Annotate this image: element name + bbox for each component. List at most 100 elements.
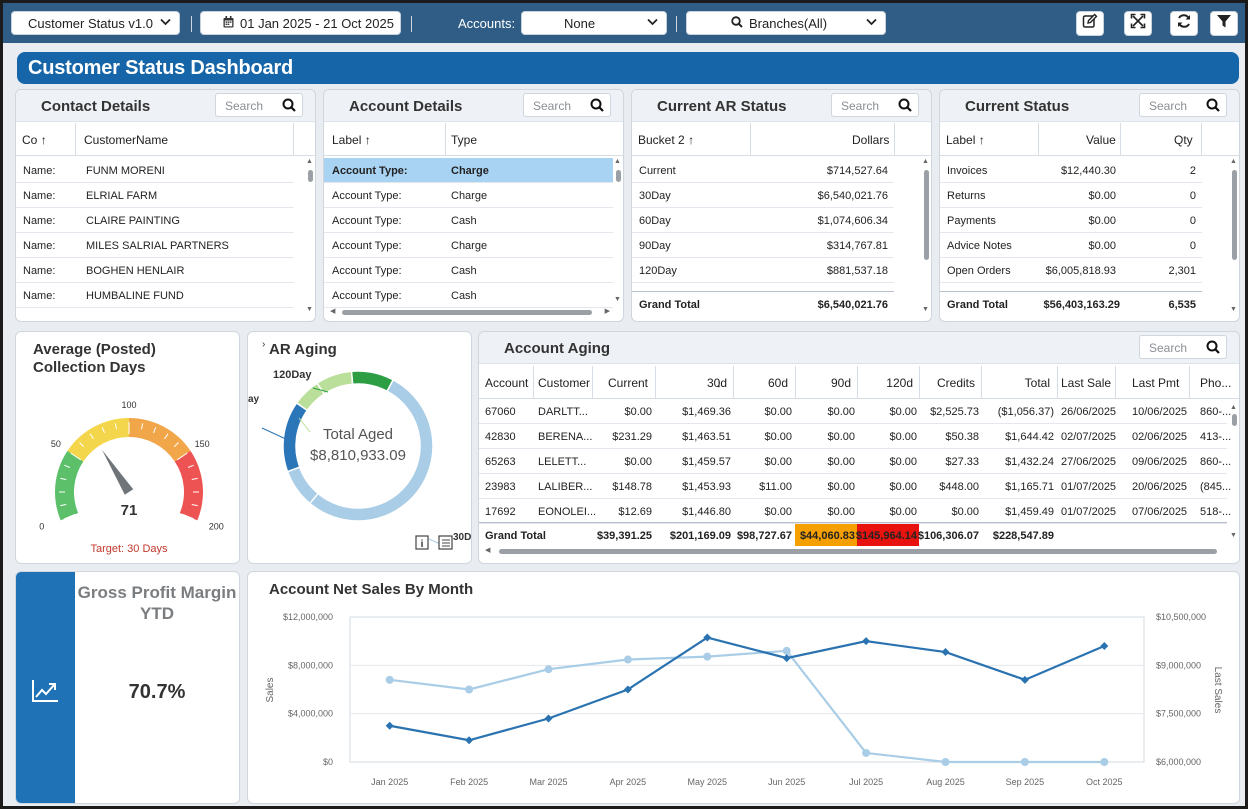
scroll-down-icon[interactable]: ▼: [922, 306, 929, 313]
scroll-thumb[interactable]: [616, 170, 621, 182]
horizontal-scrollbar[interactable]: ◀ ▶: [330, 308, 610, 316]
scroll-thumb[interactable]: [342, 310, 592, 315]
table-row[interactable]: Account Type: Charge: [324, 183, 613, 208]
scroll-down-icon[interactable]: ▼: [614, 296, 621, 303]
column-header-120d[interactable]: 120d: [886, 376, 913, 390]
table-row[interactable]: Returns $0.00 0: [940, 183, 1202, 208]
edit-button[interactable]: [1076, 11, 1104, 36]
table-row[interactable]: Account Type: Cash: [324, 208, 613, 233]
table-row[interactable]: 23983 LALIBER... $148.78 $1,453.93 $11.00 $0.…: [479, 474, 1231, 499]
scroll-up-icon[interactable]: ▲: [614, 158, 621, 165]
data-point[interactable]: [465, 685, 474, 694]
table-row[interactable]: Name: MILES SALRIAL PARTNERS: [16, 233, 294, 258]
scroll-up-icon[interactable]: ▲: [1230, 158, 1237, 165]
vertical-scrollbar[interactable]: ▲ ▼: [614, 158, 622, 308]
table-row[interactable]: 30Day $6,540,021.76: [632, 183, 894, 208]
table-row[interactable]: Name: HUMBALINE FUND: [16, 283, 294, 308]
data-point[interactable]: [782, 646, 791, 655]
refresh-button[interactable]: [1170, 11, 1198, 36]
column-header-label[interactable]: Label ↑: [332, 133, 371, 147]
data-point[interactable]: [385, 721, 394, 730]
scroll-up-icon[interactable]: ▲: [1230, 404, 1237, 411]
scroll-thumb[interactable]: [308, 170, 313, 182]
data-point[interactable]: [862, 748, 871, 757]
column-header-total[interactable]: Total: [1024, 376, 1050, 390]
table-row[interactable]: Name: BOGHEN HENLAIR: [16, 258, 294, 283]
data-point[interactable]: [623, 685, 632, 694]
contact-search-input[interactable]: Search: [215, 93, 303, 117]
data-point[interactable]: [782, 654, 791, 663]
column-header-current[interactable]: Current: [607, 376, 648, 390]
donut-slice[interactable]: [282, 401, 309, 473]
info-icon[interactable]: i: [415, 535, 429, 550]
table-row[interactable]: Open Orders $6,005,818.93 2,301: [940, 258, 1202, 283]
column-header-qty[interactable]: Qty: [1174, 133, 1193, 147]
expand-button[interactable]: [1124, 11, 1152, 36]
column-header-account[interactable]: Account: [485, 376, 529, 390]
data-point[interactable]: [465, 736, 474, 745]
column-header-value[interactable]: Value: [1086, 133, 1116, 147]
vertical-scrollbar[interactable]: ▲ ▼: [1230, 158, 1238, 318]
column-header-credits[interactable]: Credits: [936, 376, 975, 390]
grand-total-row[interactable]: Grand Total $39,391.25 $201,169.09 $98,727.…: [479, 522, 1227, 547]
data-point[interactable]: [623, 655, 632, 664]
accounts-select[interactable]: None: [521, 11, 667, 35]
data-point[interactable]: [1100, 642, 1109, 650]
search-icon[interactable]: [898, 98, 912, 115]
search-icon[interactable]: [590, 98, 604, 115]
donut-slice[interactable]: [286, 466, 320, 505]
table-row[interactable]: Account Type: Charge: [324, 233, 613, 258]
branches-select[interactable]: Branches(All): [686, 11, 886, 35]
grand-total-row[interactable]: Grand Total $6,540,021.76: [632, 291, 894, 316]
column-header-pho[interactable]: Pho...: [1200, 376, 1232, 390]
search-icon[interactable]: [1206, 340, 1220, 357]
column-header-dollars[interactable]: Dollars: [852, 133, 890, 147]
data-point[interactable]: [703, 652, 712, 661]
data-point[interactable]: [941, 648, 950, 657]
table-row[interactable]: Account Type: Cash: [324, 258, 613, 283]
data-point[interactable]: [385, 675, 394, 684]
table-row[interactable]: Name: ELRIAL FARM: [16, 183, 294, 208]
table-row[interactable]: Current $714,527.64: [632, 158, 894, 183]
chevron-right-icon[interactable]: ›: [262, 339, 266, 350]
column-header-customername[interactable]: CustomerName: [84, 133, 169, 147]
scroll-up-icon[interactable]: ▲: [922, 158, 929, 165]
table-row[interactable]: Advice Notes $0.00 0: [940, 233, 1202, 258]
data-point[interactable]: [544, 665, 553, 674]
table-row[interactable]: Account Type: Cash: [324, 283, 613, 308]
column-header-co[interactable]: Co ↑: [22, 133, 47, 147]
vertical-scrollbar[interactable]: ▲ ▼: [922, 158, 930, 318]
donut-slice[interactable]: [350, 370, 395, 393]
table-row[interactable]: Account Type: Charge: [324, 158, 613, 183]
column-header-90d[interactable]: 90d: [830, 376, 851, 390]
scroll-left-icon[interactable]: ◀: [330, 308, 336, 315]
account-search-input[interactable]: Search: [523, 93, 611, 117]
table-view-icon[interactable]: [438, 535, 453, 550]
table-row[interactable]: 60Day $1,074,606.34: [632, 208, 894, 233]
table-row[interactable]: 17692 EONOLEI... $12.69 $1,446.80 $0.00 $0.00…: [479, 499, 1231, 524]
column-header-lastpmt[interactable]: Last Pmt: [1132, 376, 1180, 390]
scroll-thumb[interactable]: [499, 549, 1217, 554]
data-point[interactable]: [1020, 675, 1029, 684]
table-row[interactable]: 90Day $314,767.81: [632, 233, 894, 258]
grand-total-row[interactable]: Grand Total $56,403,163.29 6,535: [940, 291, 1202, 316]
scroll-right-icon[interactable]: ▶: [604, 308, 610, 315]
data-point[interactable]: [703, 633, 712, 642]
table-row[interactable]: 120Day $881,537.18: [632, 258, 894, 283]
table-row[interactable]: Payments $0.00 0: [940, 208, 1202, 233]
column-header-label[interactable]: Label ↑: [946, 133, 985, 147]
data-point[interactable]: [1100, 758, 1109, 766]
column-header-60d[interactable]: 60d: [767, 376, 788, 390]
data-point[interactable]: [544, 714, 553, 723]
table-row[interactable]: Invoices $12,440.30 2: [940, 158, 1202, 183]
ar-status-search-input[interactable]: Search: [831, 93, 919, 117]
scroll-thumb[interactable]: [1232, 414, 1237, 426]
scroll-down-icon[interactable]: ▼: [1230, 306, 1237, 313]
horizontal-scrollbar[interactable]: ◀: [485, 547, 1225, 555]
table-row[interactable]: 42830 BERENA... $231.29 $1,463.51 $0.00 $0.00…: [479, 424, 1231, 449]
search-icon[interactable]: [282, 98, 296, 115]
data-point[interactable]: [862, 637, 871, 646]
current-status-search-input[interactable]: Search: [1139, 93, 1227, 117]
vertical-scrollbar[interactable]: ▲ ▼: [306, 158, 314, 318]
table-row[interactable]: 65263 LELETT... $0.00 $1,459.57 $0.00 $0.00 $0…: [479, 449, 1231, 474]
